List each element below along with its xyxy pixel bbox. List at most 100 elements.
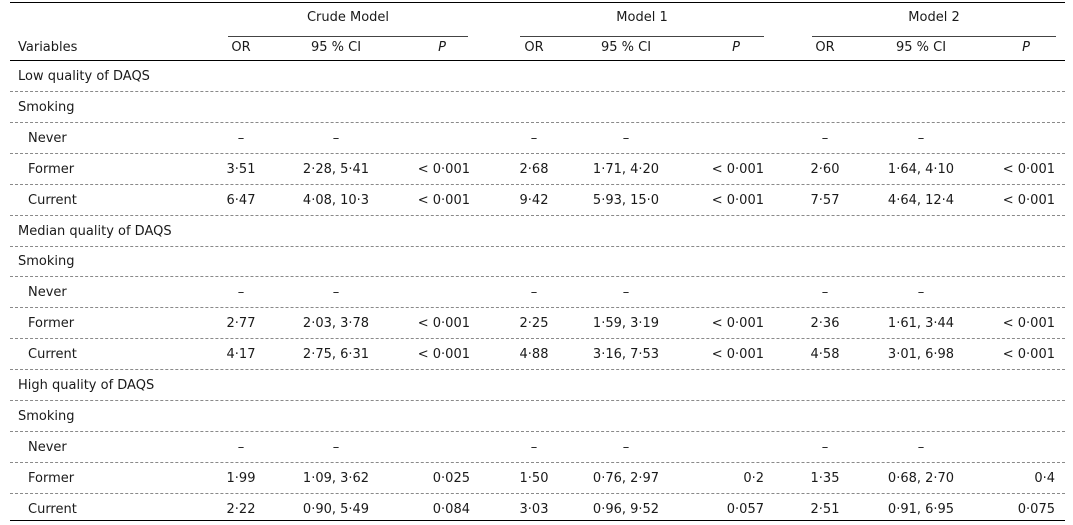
model2-ci-cell: – (917, 285, 925, 301)
model2-or-cell: 2·36 (810, 316, 840, 332)
crude-p-cell: 0·084 (432, 501, 470, 517)
header-bottom-rule (10, 60, 1065, 61)
model1-p-cell: < 0·001 (711, 347, 764, 363)
row-divider (10, 492, 1065, 494)
model1-ci-cell: 5·93, 15·0 (592, 192, 660, 208)
model2-or-cell: 2·60 (810, 161, 840, 177)
model1-p-cell: 0·2 (743, 470, 764, 486)
row-divider (10, 400, 1065, 401)
crude-ci-cell: 0·90, 5·49 (302, 501, 370, 517)
crude-or-cell: 4·17 (226, 347, 256, 363)
table-row: Current 6·47 4·08, 10·3 < 0·001 9·42 5·93, 15… (10, 186, 1065, 216)
section-label: Smoking (18, 99, 75, 115)
model2-p-cell: < 0·001 (1002, 316, 1055, 332)
crude-ci-cell: 2·75, 6·31 (302, 347, 370, 363)
table-row: Current 4·17 2·75, 6·31 < 0·001 4·88 3·16, 7·… (10, 340, 1065, 371)
row-divider (10, 152, 1065, 154)
table-row: Former 1·99 1·09, 3·62 0·025 1·50 0·76, 2·97 0… (10, 464, 1065, 494)
model1-or-cell: 4·88 (519, 347, 549, 363)
model1-or-cell: 2·68 (519, 161, 549, 177)
crude-ci-cell: 2·03, 3·78 (302, 316, 370, 332)
model2-ci-cell: 3·01, 6·98 (887, 347, 955, 363)
model2-ci-cell: 0·68, 2·70 (887, 470, 955, 486)
row-divider (10, 91, 1065, 92)
model2-or-cell: – (821, 285, 829, 301)
row-label: Current (28, 347, 77, 363)
row-divider (10, 214, 1065, 216)
model1-or-cell: 1·50 (519, 470, 549, 486)
table-bottom-rule (10, 520, 1065, 521)
model2-p-cell: 0·075 (1017, 501, 1055, 517)
crude-or-cell: 1·99 (226, 470, 256, 486)
column-header-variables: Variables (18, 40, 78, 55)
group-header-model-2: Model 2 (908, 10, 960, 25)
row-divider (10, 369, 1065, 371)
crude-or-cell: 2·77 (226, 316, 256, 332)
table-row: Current 2·22 0·90, 5·49 0·084 3·03 0·96, 9·52… (10, 495, 1065, 525)
column-header-or: OR (815, 40, 835, 55)
model1-ci-cell: 0·96, 9·52 (592, 501, 660, 517)
row-label: Current (28, 192, 77, 208)
crude-or-cell: 6·47 (226, 192, 256, 208)
model2-ci-cell: 1·61, 3·44 (887, 316, 955, 332)
model2-ci-cell: 1·64, 4·10 (887, 161, 955, 177)
model1-or-cell: 3·03 (519, 501, 549, 517)
crude-or-cell: – (237, 285, 245, 301)
crude-ci-cell: 4·08, 10·3 (302, 192, 370, 208)
crude-or-cell: – (237, 130, 245, 146)
model1-ci-cell: – (622, 285, 630, 301)
group-header-model-1: Model 1 (616, 10, 668, 25)
column-header-p: P (1022, 40, 1030, 55)
row-label: Never (28, 130, 67, 146)
model2-p-cell: < 0·001 (1002, 192, 1055, 208)
row-divider (10, 338, 1065, 340)
model2-p-cell: < 0·001 (1002, 161, 1055, 177)
group-rule-model-1 (520, 36, 764, 37)
crude-p-cell: 0·025 (432, 470, 470, 486)
model1-p-cell: < 0·001 (711, 161, 764, 177)
column-header-p: P (732, 40, 740, 55)
row-divider (10, 121, 1065, 123)
model2-ci-cell: – (917, 130, 925, 146)
crude-p-cell: < 0·001 (417, 347, 470, 363)
row-label: Never (28, 285, 67, 301)
table-row: Never – – – – – – (10, 433, 1065, 463)
table-top-rule (10, 2, 1065, 3)
model2-or-cell: 4·58 (810, 347, 840, 363)
row-divider (10, 183, 1065, 185)
table-row: Never – – – – – – (10, 124, 1065, 154)
section-row: Smoking (10, 247, 1065, 278)
section-row: Smoking (10, 93, 1065, 123)
crude-p-cell: < 0·001 (417, 192, 470, 208)
model1-ci-cell: 1·59, 3·19 (592, 316, 660, 332)
model2-ci-cell: – (917, 439, 925, 455)
row-label: Former (28, 470, 75, 486)
model1-or-cell: 9·42 (519, 192, 549, 208)
table-row: Never – – – – – – (10, 278, 1065, 309)
section-row: Median quality of DAQS (10, 217, 1065, 247)
model2-ci-cell: 0·91, 6·95 (887, 501, 955, 517)
crude-p-cell: < 0·001 (417, 316, 470, 332)
section-label: Smoking (18, 408, 75, 424)
crude-ci-cell: – (332, 130, 340, 146)
group-rule-model-2 (812, 36, 1056, 37)
row-divider (10, 307, 1065, 309)
model2-or-cell: 2·51 (810, 501, 840, 517)
model2-p-cell: 0·4 (1034, 470, 1055, 486)
column-header-ci: 95 % CI (310, 40, 362, 55)
model1-p-cell: 0·057 (726, 501, 764, 517)
row-label: Former (28, 161, 75, 177)
row-label: Never (28, 439, 67, 455)
model1-or-cell: 2·25 (519, 316, 549, 332)
table-row: Former 3·51 2·28, 5·41 < 0·001 2·68 1·71, 4·2… (10, 155, 1065, 185)
model1-ci-cell: – (622, 130, 630, 146)
row-divider (10, 430, 1065, 432)
column-header-or: OR (524, 40, 544, 55)
model1-ci-cell: 0·76, 2·97 (592, 470, 660, 486)
model1-or-cell: – (530, 285, 538, 301)
section-label: Low quality of DAQS (18, 69, 150, 84)
section-row: Smoking (10, 402, 1065, 432)
row-label: Former (28, 316, 75, 332)
group-header-crude-model: Crude Model (306, 10, 390, 25)
model2-or-cell: – (821, 439, 829, 455)
